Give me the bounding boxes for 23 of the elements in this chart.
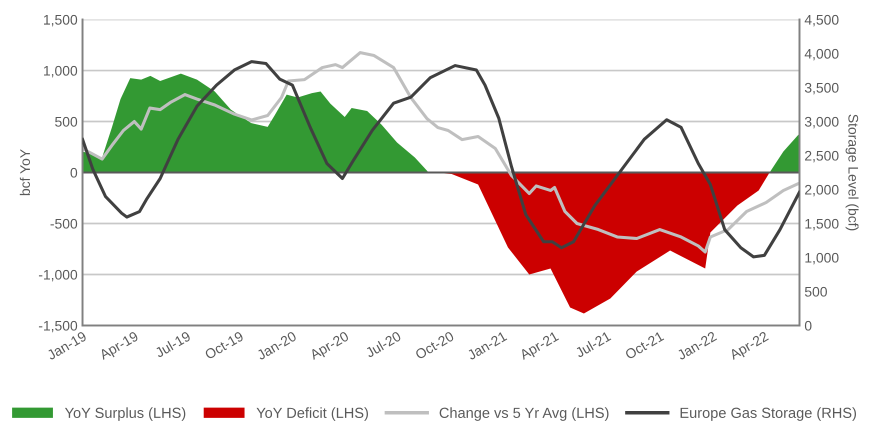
- y2-tick-label: 1,500: [805, 218, 839, 230]
- legend-label: Change vs 5 Yr Avg (LHS): [440, 407, 608, 421]
- legend-label: Europe Gas Storage (RHS): [680, 407, 856, 421]
- y2-tick-label: 3,000: [804, 116, 839, 128]
- legend-label: YoY Deficit (LHS): [256, 407, 368, 421]
- y2-tick-label: 4,000: [804, 48, 839, 60]
- y2-axis-title: Storage Level (bcf): [846, 114, 859, 230]
- y2-tick-label: 0: [804, 320, 812, 331]
- y-tick-label: 1,000: [44, 66, 78, 78]
- y2-tick-label: 4,500: [804, 14, 839, 26]
- y-axis-title: bcf YoY: [20, 149, 30, 196]
- y2-tick-label: 2,000: [805, 184, 839, 196]
- y-tick-label: -1,000: [38, 270, 78, 282]
- y2-tick-label: 2,500: [805, 150, 839, 162]
- y-tick-label: 500: [55, 116, 78, 127]
- y-tick-label: -500: [50, 218, 78, 229]
- legend-label: YoY Surplus (LHS): [64, 407, 186, 421]
- y-tick-label: 1,500: [44, 14, 78, 26]
- y-tick-label: 0: [70, 168, 78, 178]
- y2-tick-label: 3,500: [804, 82, 839, 94]
- y2-tick-label: 1,000: [805, 252, 839, 264]
- y2-tick-label: 500: [804, 286, 827, 297]
- y-tick-label: -1,500: [38, 320, 78, 332]
